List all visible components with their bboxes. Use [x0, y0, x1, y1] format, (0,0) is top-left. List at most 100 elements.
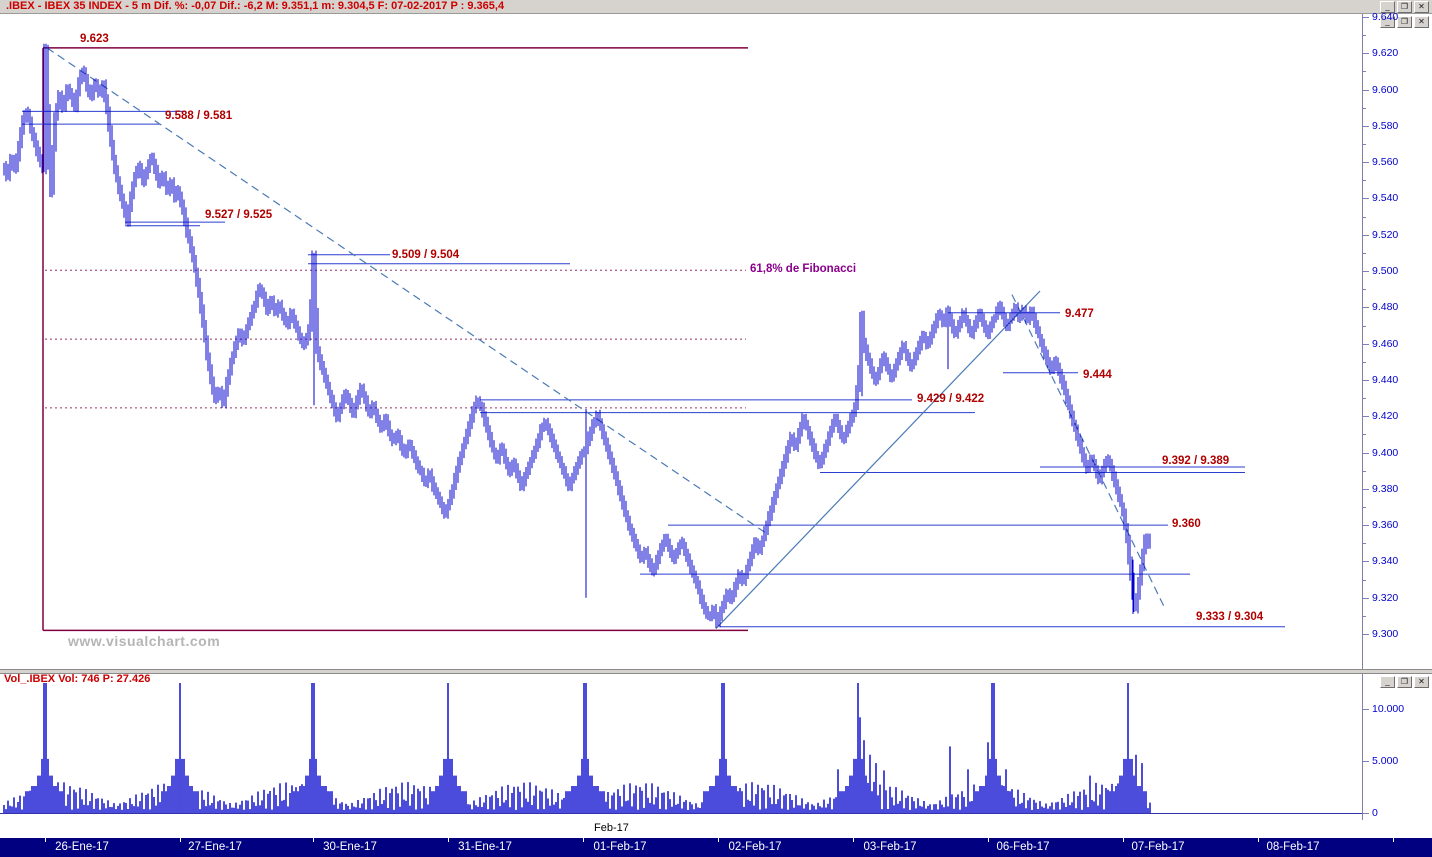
- time-axis-label: 26-Ene-17: [55, 841, 109, 853]
- price-axis-tick: [1363, 307, 1369, 309]
- price-axis-tick: [1363, 234, 1369, 236]
- price-axis-label: 9.340: [1372, 555, 1399, 568]
- price-axis-label: 9.400: [1372, 446, 1399, 459]
- time-axis-tick: [988, 838, 989, 842]
- time-axis-label: 08-Feb-17: [1266, 841, 1320, 853]
- restore-button[interactable]: ❐: [1397, 1, 1412, 13]
- price-axis-tick: [1363, 162, 1369, 164]
- price-axis-minor-tick: [1363, 325, 1366, 327]
- volume-axis-tick: [1363, 813, 1369, 814]
- price-axis-label: 9.580: [1372, 119, 1399, 132]
- restore-button[interactable]: ❐: [1397, 676, 1412, 688]
- volume-scale[interactable]: _ ❐ ✕ 10.000 5.000 0: [1362, 674, 1432, 820]
- price-axis-minor-tick: [1363, 434, 1366, 436]
- price-axis-tick: [1363, 634, 1369, 635]
- time-axis-label: 31-Ene-17: [458, 841, 512, 853]
- price-axis-tick: [1363, 452, 1369, 454]
- price-axis-label: 9.300: [1372, 628, 1399, 640]
- price-axis-minor-tick: [1363, 35, 1366, 37]
- price-axis-label: 9.640: [1372, 11, 1399, 23]
- time-axis-label: 01-Feb-17: [593, 841, 647, 853]
- price-axis-label: 9.500: [1372, 265, 1399, 278]
- price-axis-minor-tick: [1363, 543, 1366, 545]
- price-axis-minor-tick: [1363, 180, 1366, 182]
- panel-splitter[interactable]: [0, 669, 1432, 674]
- time-axis-tick: [853, 838, 854, 842]
- price-axis-minor-tick: [1363, 289, 1366, 291]
- price-axis-minor-tick: [1363, 252, 1366, 254]
- time-axis-label: 07-Feb-17: [1131, 841, 1185, 853]
- time-axis-tick: [583, 838, 584, 842]
- minimize-button[interactable]: _: [1380, 16, 1395, 28]
- price-axis-label: 9.360: [1372, 519, 1399, 532]
- restore-button[interactable]: ❐: [1397, 16, 1412, 28]
- time-axis-label: 30-Ene-17: [323, 841, 377, 853]
- price-axis-tick: [1363, 416, 1369, 418]
- price-axis-label: 9.520: [1372, 228, 1399, 241]
- time-axis-label: 02-Feb-17: [728, 841, 782, 853]
- time-axis-tick: [180, 838, 181, 842]
- time-axis-tick: [448, 838, 449, 842]
- price-axis-minor-tick: [1363, 107, 1366, 109]
- price-axis-tick: [1363, 53, 1369, 55]
- volume-header: Vol_.IBEX Vol: 746 P: 27.426: [4, 673, 151, 685]
- price-axis-tick: [1363, 271, 1369, 273]
- time-axis-tick: [1123, 838, 1124, 842]
- volume-panel-window-buttons: _ ❐ ✕: [1380, 676, 1429, 688]
- month-label: Feb-17: [594, 822, 629, 834]
- time-axis-label: 27-Ene-17: [188, 841, 242, 853]
- price-axis-tick: [1363, 379, 1369, 381]
- time-axis-tick: [45, 838, 46, 842]
- minimize-button[interactable]: _: [1380, 1, 1395, 13]
- time-axis-tick: [718, 838, 719, 842]
- minimize-button[interactable]: _: [1380, 676, 1395, 688]
- price-axis-minor-tick: [1363, 71, 1366, 73]
- price-axis-label: 9.320: [1372, 591, 1399, 604]
- price-axis-tick: [1363, 17, 1369, 18]
- price-axis-label: 9.600: [1372, 83, 1399, 96]
- volume-axis-label: 0: [1372, 807, 1378, 819]
- price-axis-tick: [1363, 597, 1369, 599]
- price-axis-label: 9.420: [1372, 410, 1399, 423]
- volume-axis-tick: [1363, 761, 1369, 762]
- price-axis-tick: [1363, 89, 1369, 91]
- price-axis-tick: [1363, 198, 1369, 200]
- time-axis[interactable]: 26-Ene-17 27-Ene-17 30-Ene-17 31-Ene-17 01-F…: [0, 838, 1432, 857]
- price-panel-window-buttons: _ ❐ ✕: [1380, 16, 1429, 28]
- time-axis-tick: [1258, 838, 1259, 842]
- volume-axis-label: 10.000: [1372, 703, 1405, 715]
- price-scale[interactable]: _ ❐ ✕ 9.640 9.620 9.600 9.580 9.560 9.540 9.520 9…: [1362, 11, 1432, 669]
- price-axis-minor-tick: [1363, 470, 1366, 472]
- volume-axis-tick: [1363, 709, 1369, 710]
- watermark: www.visualchart.com: [68, 633, 221, 649]
- price-axis-label: 9.480: [1372, 301, 1399, 314]
- volume-chart-area[interactable]: [0, 674, 1362, 820]
- time-axis-tick: [1393, 838, 1394, 842]
- price-axis-tick: [1363, 488, 1369, 490]
- time-axis-tick: [313, 838, 314, 842]
- price-axis-label: 9.380: [1372, 482, 1399, 495]
- time-axis-label: 03-Feb-17: [863, 841, 917, 853]
- price-axis-minor-tick: [1363, 398, 1366, 400]
- window-title: .IBEX - IBEX 35 INDEX - 5 m Dif. %: -0,0…: [6, 0, 505, 12]
- price-axis-minor-tick: [1363, 216, 1366, 218]
- volume-axis-label: 5.000: [1372, 755, 1399, 767]
- titlebar-window-buttons: _ ❐ ✕: [1380, 1, 1429, 13]
- close-button[interactable]: ✕: [1414, 16, 1429, 28]
- price-chart-area[interactable]: [0, 14, 1362, 669]
- window-titlebar: .IBEX - IBEX 35 INDEX - 5 m Dif. %: -0,0…: [0, 0, 1432, 14]
- price-axis-minor-tick: [1363, 506, 1366, 508]
- price-axis-tick: [1363, 561, 1369, 563]
- price-axis-label: 9.440: [1372, 373, 1399, 386]
- price-axis-label: 9.540: [1372, 192, 1399, 205]
- price-axis-minor-tick: [1363, 361, 1366, 363]
- close-button[interactable]: ✕: [1414, 1, 1429, 13]
- price-axis-minor-tick: [1363, 579, 1366, 581]
- price-axis-label: 9.620: [1372, 47, 1399, 60]
- price-axis-minor-tick: [1363, 615, 1366, 617]
- close-button[interactable]: ✕: [1414, 676, 1429, 688]
- price-axis-tick: [1363, 343, 1369, 345]
- price-axis-label: 9.560: [1372, 156, 1399, 169]
- time-axis-label: 06-Feb-17: [996, 841, 1050, 853]
